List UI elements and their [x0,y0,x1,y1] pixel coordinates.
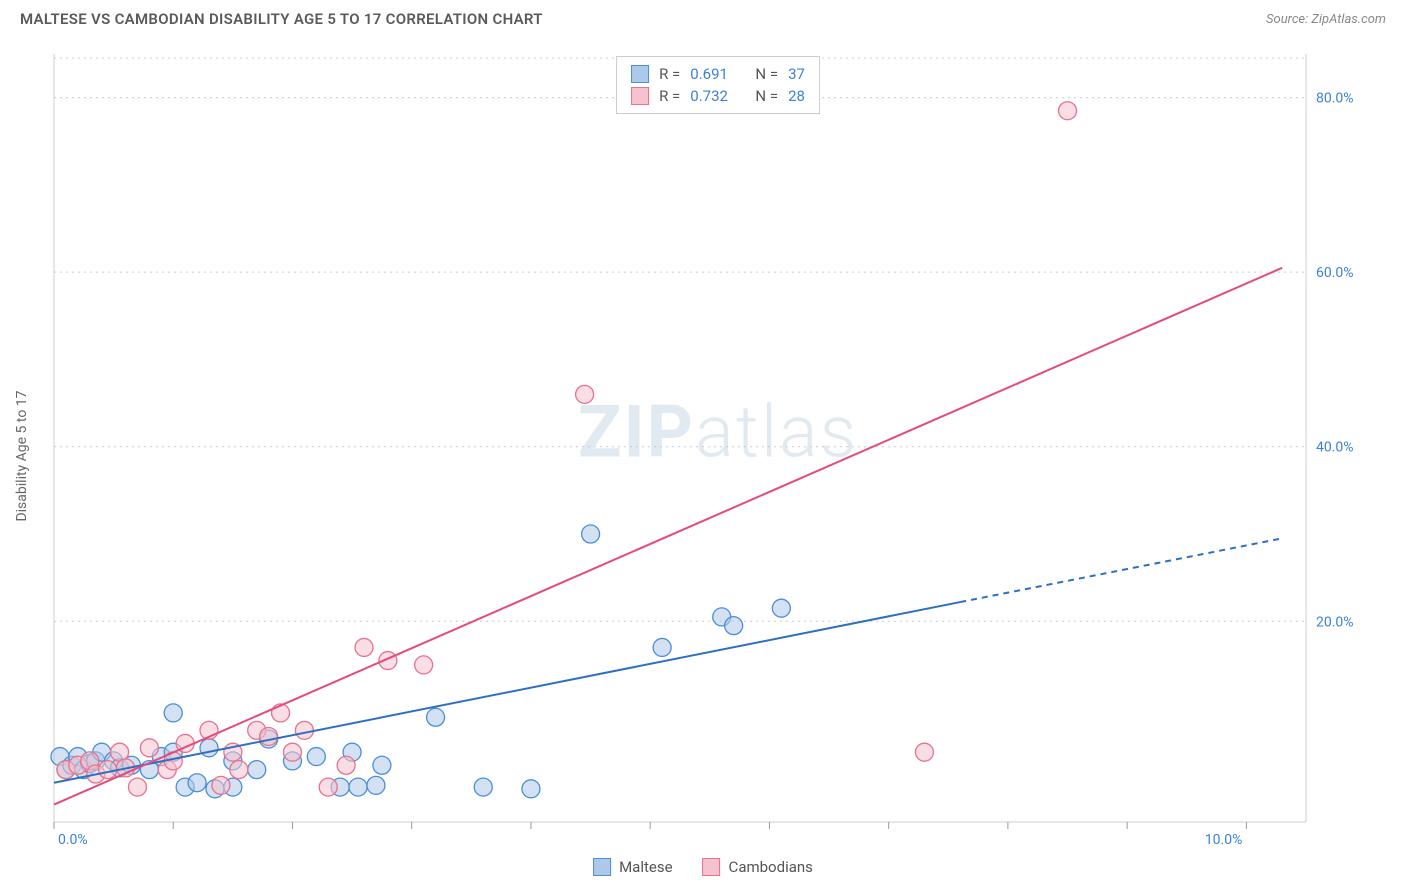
legend-item: Maltese [593,858,672,876]
svg-text:0.0%: 0.0% [58,832,88,846]
svg-text:20.0%: 20.0% [1316,614,1354,630]
scatter-plot: 20.0% 40.0% 60.0% 80.0% 0.0% 10.0% [50,50,1386,846]
svg-text:80.0%: 80.0% [1316,91,1354,107]
chart-title: MALTESE VS CAMBODIAN DISABILITY AGE 5 TO… [20,10,543,28]
series-legend: Maltese Cambodians [593,858,813,876]
chart-area: Disability Age 5 to 17 ZIPatlas 20.0%40.… [50,50,1386,846]
legend-swatch [703,858,721,876]
svg-text:40.0%: 40.0% [1316,440,1354,456]
legend-label: Maltese [619,858,672,876]
svg-text:60.0%: 60.0% [1316,265,1354,281]
y-axis-label: Disability Age 5 to 17 [14,390,30,521]
legend-row: R =0.732 N =28 [631,85,805,107]
correlation-legend: R =0.691 N =37R =0.732 N =28 [616,56,820,114]
legend-swatch [593,858,611,876]
legend-swatch [631,65,649,83]
legend-item: Cambodians [703,858,813,876]
source-label: Source: ZipAtlas.com [1266,12,1386,27]
legend-row: R =0.691 N =37 [631,63,805,85]
legend-swatch [631,87,649,105]
legend-label: Cambodians [729,858,813,876]
svg-text:10.0%: 10.0% [1205,832,1243,846]
